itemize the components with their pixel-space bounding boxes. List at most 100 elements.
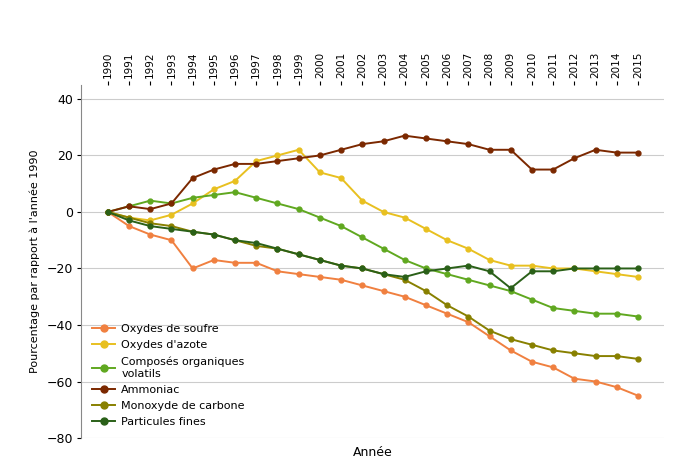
Monoxyde de carbone (252, 243, 260, 249)
Ammoniac (464, 141, 473, 147)
Ammoniac (634, 150, 642, 155)
Monoxyde de carbone (422, 288, 430, 294)
Composés organiques volatils (443, 271, 451, 277)
Oxydes d'azote (125, 215, 133, 220)
Particules fines (549, 268, 557, 274)
Composés organiques volatils (231, 189, 239, 195)
Monoxyde de carbone (337, 263, 345, 268)
Oxydes d'azote (273, 153, 281, 158)
Particules fines (380, 271, 388, 277)
Oxydes d'azote (146, 218, 155, 223)
Oxydes de soufre (591, 379, 599, 384)
Particules fines (167, 226, 176, 232)
Monoxyde de carbone (231, 237, 239, 243)
Composés organiques volatils (549, 305, 557, 311)
Ammoniac (125, 203, 133, 209)
Composés organiques volatils (506, 288, 515, 294)
Monoxyde de carbone (401, 277, 409, 283)
Particules fines (231, 237, 239, 243)
Monoxyde de carbone (104, 209, 112, 215)
Oxydes de soufre (146, 232, 155, 237)
Composés organiques volatils (273, 201, 281, 206)
Particules fines (188, 229, 197, 235)
Particules fines (358, 266, 366, 271)
Oxydes d'azote (613, 271, 621, 277)
Oxydes de soufre (464, 319, 473, 325)
Monoxyde de carbone (528, 342, 536, 348)
Particules fines (464, 263, 473, 268)
Oxydes de soufre (104, 209, 112, 215)
Particules fines (591, 266, 599, 271)
Ammoniac (104, 209, 112, 215)
Ammoniac (337, 147, 345, 153)
Particules fines (443, 266, 451, 271)
Line: Monoxyde de carbone: Monoxyde de carbone (106, 210, 640, 361)
Oxydes de soufre (485, 333, 494, 339)
Composés organiques volatils (613, 311, 621, 317)
Ammoniac (295, 155, 303, 161)
Oxydes de soufre (549, 365, 557, 370)
Particules fines (316, 257, 324, 263)
Oxydes de soufre (634, 393, 642, 398)
Composés organiques volatils (210, 192, 218, 198)
Oxydes d'azote (570, 266, 578, 271)
Oxydes de soufre (167, 237, 176, 243)
Oxydes de soufre (506, 348, 515, 353)
Ammoniac (570, 155, 578, 161)
Legend: Oxydes de soufre, Oxydes d'azote, Composés organiques
volatils, Ammoniac, Monoxy: Oxydes de soufre, Oxydes d'azote, Compos… (87, 319, 250, 432)
Ammoniac (613, 150, 621, 155)
Oxydes de soufre (528, 359, 536, 365)
Composés organiques volatils (570, 308, 578, 314)
Composés organiques volatils (591, 311, 599, 317)
Particules fines (210, 232, 218, 237)
Line: Ammoniac: Ammoniac (106, 133, 640, 214)
Composés organiques volatils (316, 215, 324, 220)
Oxydes de soufre (295, 271, 303, 277)
Oxydes de soufre (273, 268, 281, 274)
Monoxyde de carbone (358, 266, 366, 271)
Y-axis label: Pourcentage par rapport à l'année 1990: Pourcentage par rapport à l'année 1990 (29, 150, 39, 373)
Composés organiques volatils (104, 209, 112, 215)
Composés organiques volatils (422, 266, 430, 271)
Ammoniac (506, 147, 515, 153)
Monoxyde de carbone (316, 257, 324, 263)
Oxydes d'azote (591, 268, 599, 274)
Line: Oxydes d'azote: Oxydes d'azote (106, 147, 640, 279)
Oxydes d'azote (485, 257, 494, 263)
Oxydes de soufre (443, 311, 451, 317)
Oxydes de soufre (401, 294, 409, 300)
Oxydes d'azote (549, 266, 557, 271)
Ammoniac (485, 147, 494, 153)
Composés organiques volatils (401, 257, 409, 263)
Particules fines (528, 268, 536, 274)
Oxydes de soufre (252, 260, 260, 266)
Ammoniac (210, 167, 218, 172)
Monoxyde de carbone (443, 302, 451, 308)
Ammoniac (401, 133, 409, 138)
Particules fines (422, 268, 430, 274)
Monoxyde de carbone (485, 328, 494, 333)
Monoxyde de carbone (549, 348, 557, 353)
Ammoniac (528, 167, 536, 172)
Composés organiques volatils (146, 198, 155, 203)
Ammoniac (443, 138, 451, 144)
Particules fines (104, 209, 112, 215)
Oxydes d'azote (188, 201, 197, 206)
Monoxyde de carbone (210, 232, 218, 237)
Monoxyde de carbone (591, 353, 599, 359)
Composés organiques volatils (167, 201, 176, 206)
Particules fines (337, 263, 345, 268)
Oxydes d'azote (252, 158, 260, 164)
Ammoniac (549, 167, 557, 172)
Oxydes de soufre (188, 266, 197, 271)
Line: Oxydes de soufre: Oxydes de soufre (106, 210, 640, 398)
Ammoniac (273, 158, 281, 164)
Composés organiques volatils (358, 235, 366, 240)
Oxydes d'azote (443, 237, 451, 243)
Particules fines (146, 223, 155, 229)
Monoxyde de carbone (464, 314, 473, 319)
Composés organiques volatils (252, 195, 260, 201)
Particules fines (485, 268, 494, 274)
Monoxyde de carbone (570, 350, 578, 356)
Ammoniac (231, 161, 239, 167)
